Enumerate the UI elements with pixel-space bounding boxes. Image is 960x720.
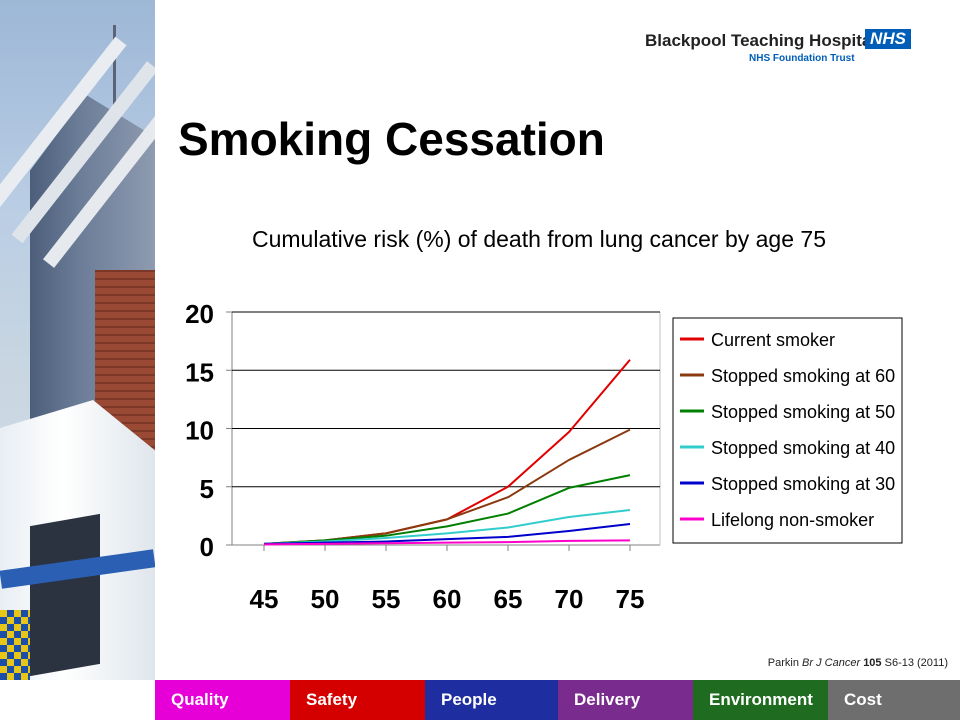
y-tick-label: 20 [185,299,214,329]
photo-mast [113,25,116,105]
x-tick-label: 60 [433,584,462,614]
x-tick-label: 50 [311,584,340,614]
logo-org-name: Blackpool Teaching Hospitals [645,31,886,50]
y-axis-ticks: 0 5 10 15 20 [185,299,232,562]
nav-quality[interactable]: Quality [155,680,290,720]
nav-cost[interactable]: Cost [828,680,960,720]
grid-lines [232,311,660,488]
legend-label-1: Stopped smoking at 60 [711,366,895,386]
x-tick-label: 70 [555,584,584,614]
logo-org-subtitle: NHS Foundation Trust [749,53,855,64]
hospital-photo [0,0,155,680]
y-tick-label: 5 [200,474,214,504]
series-line-5 [263,539,631,546]
chart-legend: Current smoker Stopped smoking at 60 Stopp… [672,317,903,544]
nhs-badge: NHS [865,29,911,49]
legend-label-3: Stopped smoking at 40 [711,438,895,458]
legend-box [672,317,903,544]
citation-journal: Br J Cancer [802,657,861,669]
citation-pages-year: S6-13 (2011) [884,657,948,669]
x-tick-label: 75 [616,584,645,614]
y-tick-label: 0 [200,532,214,562]
citation-volume: 105 [863,657,882,669]
legend-label-4: Stopped smoking at 30 [711,474,895,494]
photo-ambulance-window [30,513,100,677]
series-lines [263,359,631,546]
x-tick-label: 55 [372,584,401,614]
series-line-3 [263,509,631,545]
chart-title: Cumulative risk (%) of death from lung c… [252,226,826,252]
x-tick-label: 65 [494,584,523,614]
nav-environment[interactable]: Environment [693,680,828,720]
x-axis-ticks: 45 50 55 60 65 70 75 [250,545,645,614]
nav-delivery[interactable]: Delivery [558,680,693,720]
legend-label-0: Current smoker [711,330,835,350]
nav-safety[interactable]: Safety [290,680,425,720]
slide-title: Smoking Cessation [178,113,605,165]
nav-people[interactable]: People [425,680,558,720]
legend-label-2: Stopped smoking at 50 [711,402,895,422]
citation: Parkin Br J Cancer 105 S6-13 (2011) [768,657,948,669]
legend-label-5: Lifelong non-smoker [711,510,874,530]
bottom-nav: Quality Safety People Delivery Environme… [155,680,960,720]
series-line-2 [263,474,631,545]
lung-cancer-risk-chart: Cumulative risk (%) of death from lung c… [185,226,903,614]
series-line-4 [263,523,631,545]
citation-author: Parkin [767,657,799,669]
y-tick-label: 15 [185,357,214,387]
photo-ambulance-checker [0,610,30,680]
x-tick-label: 45 [250,584,279,614]
y-tick-label: 10 [185,416,214,446]
